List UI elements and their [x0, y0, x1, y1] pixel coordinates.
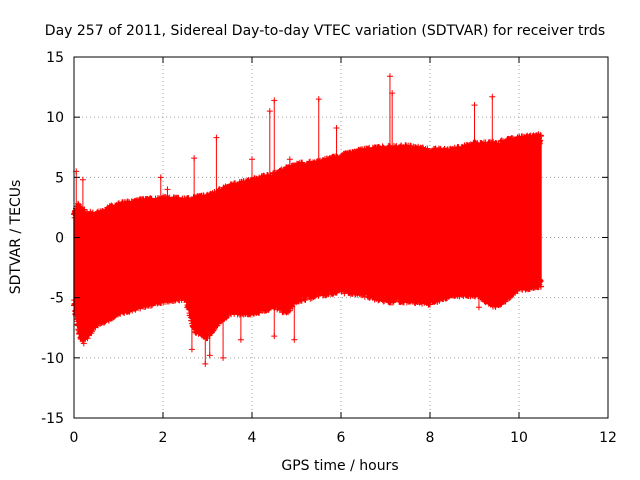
data-point — [84, 335, 91, 342]
data-points — [71, 73, 545, 367]
chart-title: Day 257 of 2011, Sidereal Day-to-day VTE… — [45, 23, 605, 39]
